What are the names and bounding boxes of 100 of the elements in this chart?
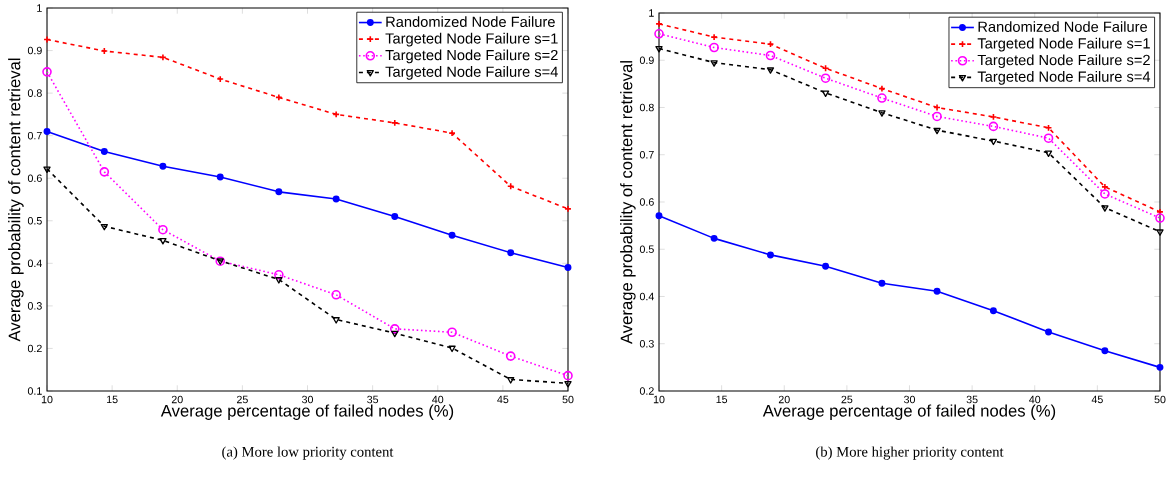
y-tick-label: 0.7 [27, 131, 42, 140]
y-tick-label: 0.5 [639, 245, 654, 254]
x-tick-label: 35 [966, 395, 978, 404]
legend-label: Targeted Node Failure s=2 [977, 54, 1150, 69]
point [822, 262, 830, 270]
point [158, 224, 168, 235]
point [1044, 150, 1053, 157]
text: (b) More higher priority content [816, 446, 1004, 460]
x-tick-label: 50 [1154, 395, 1166, 404]
x-tick-label: 15 [716, 395, 728, 404]
x-tick-label: 45 [497, 395, 509, 404]
point [275, 188, 283, 196]
point [1155, 213, 1165, 223]
point [989, 138, 998, 146]
y-tick-label: 0.4 [27, 259, 42, 268]
point [655, 46, 663, 53]
y-tick-label: 0.2 [27, 344, 42, 353]
x-tick-label: 35 [367, 395, 379, 404]
point [877, 93, 887, 103]
y-tick-label: 0.4 [639, 292, 654, 301]
point [710, 60, 718, 67]
point [391, 119, 399, 127]
point [448, 345, 456, 353]
point [767, 251, 774, 259]
point [274, 270, 284, 280]
point [275, 277, 283, 284]
y-tick-label: 1 [37, 4, 42, 12]
point [507, 377, 515, 384]
point [878, 279, 886, 287]
legend-label: Targeted Node Failure s=4 [977, 71, 1151, 85]
point [43, 166, 51, 173]
y-tick-label: 0.9 [639, 56, 654, 65]
x-tick-label: 50 [562, 395, 574, 404]
point [989, 307, 997, 315]
x-tick-label: 20 [171, 395, 183, 404]
point [878, 110, 886, 117]
y-axis-title: Average probability of content retrieval [620, 61, 636, 344]
point [448, 129, 456, 137]
point [507, 249, 515, 257]
point [709, 42, 719, 53]
point [710, 33, 718, 41]
legend-label: Targeted Node Failure s=1 [977, 37, 1150, 52]
legend-label: Targeted Node Failure s=1 [385, 32, 558, 47]
point [933, 287, 941, 295]
point [988, 121, 999, 132]
point [391, 213, 399, 220]
point [331, 290, 341, 300]
point [100, 223, 108, 231]
y-tick-label: 0.8 [639, 103, 654, 112]
x-tick-label: 30 [301, 395, 314, 404]
point [389, 324, 400, 334]
point [447, 327, 457, 338]
x-tick-label: 45 [1091, 395, 1103, 404]
point [100, 147, 108, 155]
point [654, 28, 664, 39]
point [765, 50, 776, 61]
point [820, 73, 831, 83]
x-tick-label: 40 [432, 395, 444, 404]
point [564, 205, 572, 213]
point [1101, 205, 1109, 212]
point [216, 75, 224, 83]
x-tick-label: 15 [107, 395, 118, 404]
y-tick-label: 0.7 [639, 150, 654, 159]
y-tick-label: 0.1 [27, 387, 42, 395]
y-tick-label: 0.6 [27, 174, 42, 182]
point [563, 370, 573, 381]
point [933, 127, 941, 135]
point [1100, 189, 1110, 199]
point [332, 195, 340, 203]
x-tick-label: 30 [903, 395, 916, 404]
y-axis-title: Average probability of content retrieval [8, 58, 24, 342]
y-tick-label: 1 [649, 9, 654, 17]
point [564, 380, 572, 388]
point [766, 67, 775, 74]
x-tick-label: 20 [778, 395, 790, 404]
point [159, 237, 167, 245]
x-tick-label: 25 [236, 395, 248, 404]
legend-label: Randomized Node Failure [386, 16, 555, 28]
point [932, 111, 942, 122]
point [821, 90, 830, 97]
y-tick-label: 0.3 [27, 302, 42, 310]
x-axis-title: Average percentage of failed nodes (%) [160, 404, 454, 420]
y-tick-label: 0.8 [27, 89, 42, 97]
point [99, 167, 110, 177]
point [564, 264, 572, 272]
y-tick-label: 0.3 [639, 339, 654, 348]
text: (a) More low priority content [222, 446, 394, 460]
y-tick-label: 0.2 [639, 387, 654, 395]
point [1101, 183, 1109, 191]
point [42, 67, 52, 77]
x-tick-label: 25 [841, 395, 853, 404]
x-tick-label: 40 [1029, 395, 1041, 404]
x-axis-title: Average percentage of failed nodes (%) [762, 404, 1056, 420]
x-tick-label: 10 [41, 395, 53, 404]
point [1101, 347, 1109, 355]
point [1045, 328, 1052, 336]
legend-label: Targeted Node Failure s=4 [385, 66, 558, 80]
point [1043, 133, 1054, 143]
point [391, 330, 399, 338]
point [710, 234, 718, 242]
